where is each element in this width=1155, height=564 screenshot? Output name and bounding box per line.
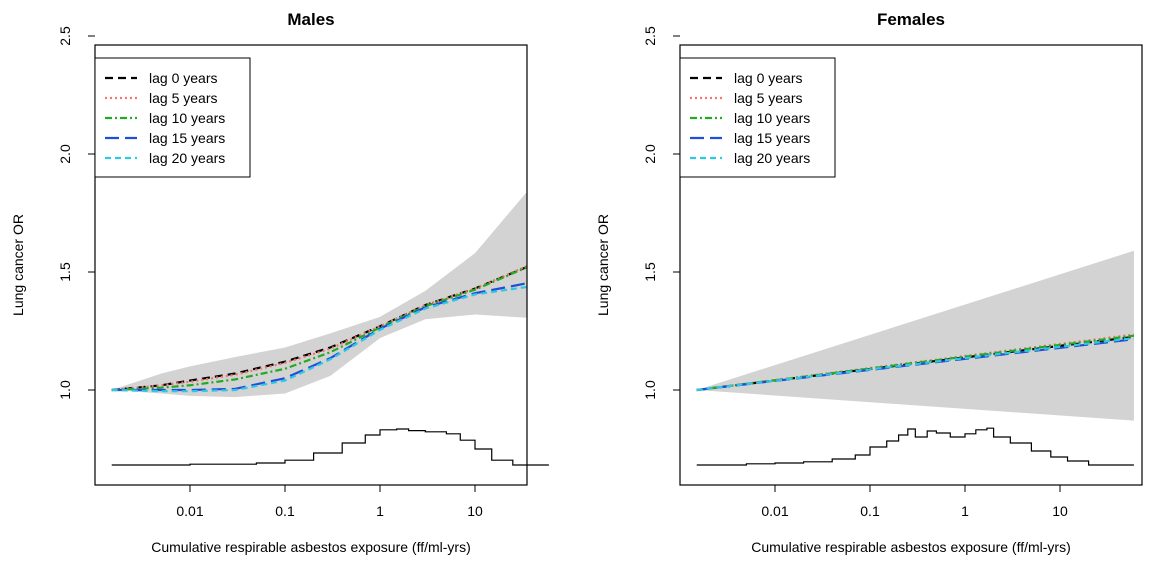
x-axis-title: Cumulative respirable asbestos exposure … — [751, 539, 1071, 555]
confidence-band — [111, 191, 527, 398]
x-tick-label: 10 — [467, 503, 483, 519]
legend-label: lag 5 years — [149, 90, 217, 106]
legend-label: lag 15 years — [734, 130, 810, 146]
plot-frame — [679, 44, 1143, 486]
x-tick-label: 0.1 — [275, 503, 295, 519]
y-tick-label: 1.5 — [642, 262, 658, 282]
series-line-lag-0 — [111, 265, 527, 392]
series-line-lag-10 — [111, 266, 527, 392]
x-tick-label: 1 — [376, 503, 384, 519]
exposure-histogram — [111, 428, 549, 466]
y-tick-label: 2.0 — [57, 144, 73, 164]
x-tick-label: 0.01 — [176, 503, 203, 519]
chart-title: Males — [287, 10, 334, 29]
legend: lag 0 years lag 5 years lag 10 years lag 15… — [94, 57, 251, 178]
x-tick-label: 0.1 — [860, 503, 880, 519]
x-tick-label: 0.01 — [761, 503, 788, 519]
series-line-lag-20 — [111, 285, 527, 393]
legend-label: lag 20 years — [149, 150, 225, 166]
confidence-band — [696, 250, 1134, 421]
exposure-histogram — [696, 427, 1134, 466]
y-tick-label: 1.5 — [57, 262, 73, 282]
legend: lag 0 years lag 5 years lag 10 years lag 15… — [679, 57, 836, 178]
plot-frame — [94, 44, 528, 486]
series-line-lag-10 — [696, 334, 1135, 392]
y-axis-title: Lung cancer OR — [595, 214, 611, 316]
y-tick-label: 1.0 — [642, 380, 658, 400]
chart-title: Females — [877, 10, 945, 29]
x-tick-label: 1 — [961, 503, 969, 519]
legend-label: lag 0 years — [149, 70, 217, 86]
legend-label: lag 15 years — [149, 130, 225, 146]
x-tick-label: 10 — [1052, 503, 1068, 519]
legend-label: lag 0 years — [734, 70, 802, 86]
y-tick-label: 2.5 — [57, 26, 73, 46]
y-axis-title: Lung cancer OR — [10, 214, 26, 316]
chart-panel-females: Females 0.01 0.1 1 10 1.0 1.5 2.0 2.5 Cumulative … — [595, 10, 1143, 555]
y-tick-label: 1.0 — [57, 380, 73, 400]
series-line-lag-0 — [696, 335, 1135, 392]
y-tick-label: 2.0 — [642, 144, 658, 164]
y-tick-label: 2.5 — [642, 26, 658, 46]
legend-label: lag 20 years — [734, 150, 810, 166]
series-line-lag-20 — [696, 336, 1135, 392]
chart-panel-males: Males 0.01 0.1 1 10 1.0 1.5 2.0 2.5 Cumulative re… — [10, 10, 549, 555]
legend-label: lag 5 years — [734, 90, 802, 106]
legend-label: lag 10 years — [734, 110, 810, 126]
legend-label: lag 10 years — [149, 110, 225, 126]
x-axis-title: Cumulative respirable asbestos exposure … — [151, 539, 471, 555]
series-line-lag-15 — [111, 282, 527, 392]
